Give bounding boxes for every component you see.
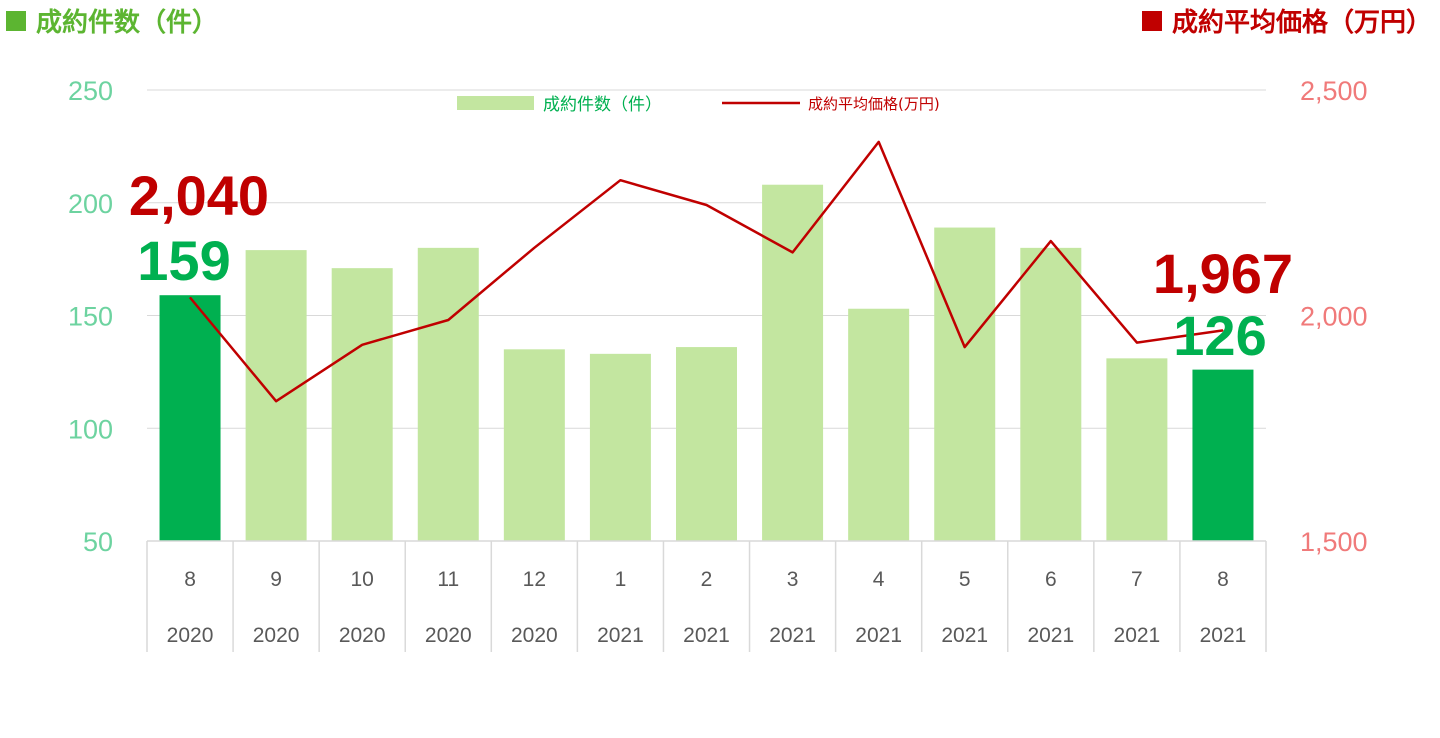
legend: 成約件数（件） 成約平均価格(万円) xyxy=(457,95,940,115)
right-tick-label: 2,000 xyxy=(1300,302,1368,332)
left-axis: 50 100 150 200 250 xyxy=(68,76,113,557)
category-year-label: 2021 xyxy=(1200,624,1247,647)
line-point xyxy=(1222,329,1224,331)
annotation-first-count: 159 xyxy=(137,229,230,292)
bar xyxy=(331,268,393,541)
legend-line-label: 成約平均価格(万円) xyxy=(808,95,940,113)
bar xyxy=(676,347,737,541)
category-month-label: 1 xyxy=(615,568,627,591)
right-tick-label: 1,500 xyxy=(1300,527,1368,557)
line-point xyxy=(189,296,191,298)
category-month-label: 8 xyxy=(1217,568,1229,591)
bar xyxy=(934,227,996,541)
annotation-first-price: 2,040 xyxy=(129,164,269,227)
category-year-label: 2020 xyxy=(253,624,300,647)
bar xyxy=(503,349,565,541)
category-month-label: 9 xyxy=(270,568,282,591)
line-point xyxy=(964,346,966,348)
category-month-label: 12 xyxy=(523,568,546,591)
line-point xyxy=(619,179,621,181)
bar xyxy=(1192,369,1254,541)
category-year-label: 2020 xyxy=(511,624,558,647)
category-year-label: 2021 xyxy=(1114,624,1161,647)
bar xyxy=(1106,358,1168,541)
category-month-label: 8 xyxy=(184,568,196,591)
bar xyxy=(589,353,651,541)
bar xyxy=(1020,247,1082,541)
category-month-label: 10 xyxy=(351,568,374,591)
category-year-label: 2020 xyxy=(339,624,386,647)
left-tick-label: 250 xyxy=(68,76,113,106)
line-point xyxy=(1136,342,1138,344)
category-month-label: 3 xyxy=(787,568,799,591)
line-point xyxy=(706,204,707,206)
bar xyxy=(159,295,221,541)
left-tick-label: 200 xyxy=(68,189,113,219)
category-year-label: 2020 xyxy=(167,624,214,647)
line-point xyxy=(447,319,449,321)
category-year-label: 2021 xyxy=(1027,624,1074,647)
annotation-last-price: 1,967 xyxy=(1153,242,1293,305)
category-year-label: 2021 xyxy=(597,624,644,647)
legend-bar-swatch xyxy=(457,96,534,110)
left-axis-title: 成約件数（件） xyxy=(6,2,218,39)
right-tick-label: 2,500 xyxy=(1300,76,1368,106)
left-tick-label: 100 xyxy=(68,414,113,444)
category-month-label: 6 xyxy=(1045,568,1057,591)
right-axis: 1,500 2,000 2,500 xyxy=(1300,76,1368,557)
category-year-label: 2021 xyxy=(683,624,730,647)
legend-bar-label: 成約件数（件） xyxy=(543,95,662,115)
bar xyxy=(245,250,307,542)
bar xyxy=(762,184,824,541)
category-year-label: 2021 xyxy=(941,624,988,647)
category-month-label: 7 xyxy=(1131,568,1143,591)
line-point xyxy=(878,141,880,143)
category-table: 8 2020 9 2020 10 2020 11 2020 12 2020 1 2021 2 2021 3 2… xyxy=(146,540,1267,652)
left-tick-label: 150 xyxy=(68,302,113,332)
red-square-icon xyxy=(1141,10,1162,31)
category-month-label: 4 xyxy=(873,568,885,591)
line-point xyxy=(361,344,363,346)
annotations: 2,040 159 1,967 126 xyxy=(129,164,1293,367)
category-month-label: 5 xyxy=(959,568,971,591)
line-point xyxy=(792,251,794,253)
annotation-last-count: 126 xyxy=(1173,304,1266,367)
right-axis-title: 成約平均価格（万円） xyxy=(1141,2,1432,39)
category-year-label: 2021 xyxy=(855,624,902,647)
bar xyxy=(417,247,479,541)
right-axis-title-text: 成約平均価格（万円） xyxy=(1171,8,1432,38)
line-series xyxy=(189,140,1224,403)
category-year-label: 2021 xyxy=(769,624,816,647)
bar xyxy=(848,308,910,541)
category-year-label: 2020 xyxy=(425,624,472,647)
line-point xyxy=(1050,240,1052,242)
left-tick-label: 50 xyxy=(83,527,113,557)
line-point xyxy=(275,400,277,402)
category-month-label: 2 xyxy=(701,568,713,591)
green-square-icon xyxy=(6,10,26,31)
category-month-label: 11 xyxy=(437,568,459,591)
bar-series xyxy=(159,184,1254,542)
line-point xyxy=(533,247,535,249)
left-axis-title-text: 成約件数（件） xyxy=(36,8,219,38)
